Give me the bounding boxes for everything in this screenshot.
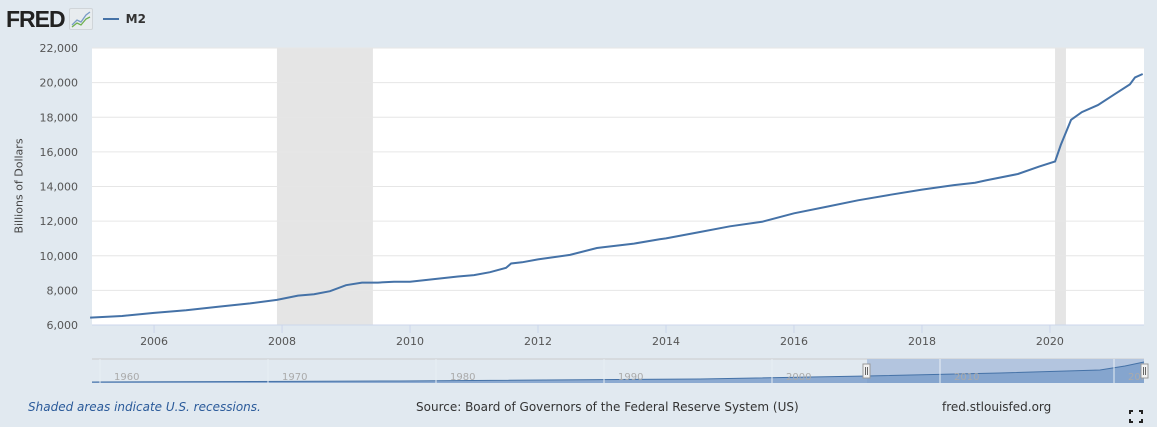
recession-note[interactable]: Shaded areas indicate U.S. recessions. [28,400,261,414]
svg-text:6,000: 6,000 [47,319,79,332]
svg-text:12,000: 12,000 [40,215,79,228]
svg-text:1980: 1980 [450,372,475,383]
svg-text:2012: 2012 [524,335,552,348]
svg-text:2020: 2020 [1036,335,1064,348]
svg-text:2006: 2006 [140,335,168,348]
svg-text:22,000: 22,000 [40,42,79,55]
legend-item-m2[interactable]: M2 [102,12,146,26]
navigator-left-handle[interactable] [862,363,871,379]
navigator-right-handle[interactable] [1140,363,1149,379]
svg-text:2010: 2010 [954,372,979,383]
svg-text:1990: 1990 [618,372,643,383]
svg-text:2018: 2018 [908,335,936,348]
svg-text:20,000: 20,000 [40,77,79,90]
svg-text:8,000: 8,000 [47,284,79,297]
chart-header: FRED M2 [6,5,146,33]
svg-text:2016: 2016 [780,335,808,348]
fred-chart-icon [68,8,93,30]
svg-text:2010: 2010 [396,335,424,348]
y-axis-ticks: 6,000 8,000 10,000 12,000 14,000 16,000 18,000… [40,42,79,332]
series-line-m2[interactable] [90,73,1144,319]
svg-text:1960: 1960 [114,372,139,383]
svg-text:14,000: 14,000 [40,181,79,194]
svg-text:16,000: 16,000 [40,146,79,159]
svg-text:10,000: 10,000 [40,250,79,263]
grid-lines [92,47,1144,291]
fullscreen-icon[interactable] [1129,408,1143,423]
svg-text:1970: 1970 [282,372,307,383]
svg-text:20.: 20. [1128,372,1144,383]
site-link[interactable]: fred.stlouisfed.org [942,400,1052,414]
legend-swatch [102,18,119,20]
legend-label: M2 [125,12,146,26]
navigator[interactable]: 1960 1970 1980 1990 2000 2010 20. [91,358,1149,383]
svg-text:2000: 2000 [786,372,811,383]
source-text: Source: Board of Governors of the Federa… [416,400,799,414]
svg-text:2014: 2014 [652,335,680,348]
svg-text:2008: 2008 [268,335,296,348]
fred-logo[interactable]: FRED [6,6,66,32]
x-axis-ticks: 2006 2008 2010 2012 2014 2016 2018 2020 [140,325,1064,348]
svg-text:18,000: 18,000 [40,111,79,124]
